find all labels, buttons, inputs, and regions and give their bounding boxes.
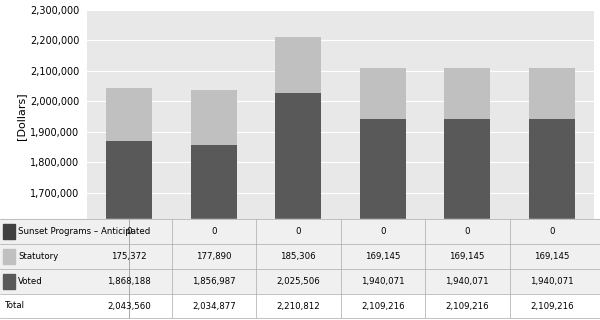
Text: 175,372: 175,372 <box>112 252 147 261</box>
Bar <box>359 68 406 119</box>
Text: 169,145: 169,145 <box>365 252 401 261</box>
Y-axis label: [Dollars]: [Dollars] <box>16 92 26 140</box>
Bar <box>275 37 322 93</box>
Text: 169,145: 169,145 <box>534 252 569 261</box>
Text: 1,856,987: 1,856,987 <box>192 277 236 286</box>
Text: 2,210,812: 2,210,812 <box>277 301 320 310</box>
Bar <box>106 141 152 320</box>
Text: 0: 0 <box>380 227 386 236</box>
Bar <box>191 91 237 145</box>
Bar <box>529 68 575 119</box>
Bar <box>444 68 490 119</box>
Text: 2,109,216: 2,109,216 <box>445 301 489 310</box>
Text: 2,034,877: 2,034,877 <box>192 301 236 310</box>
Text: 1,868,188: 1,868,188 <box>107 277 151 286</box>
Text: 185,306: 185,306 <box>280 252 316 261</box>
Bar <box>106 88 152 141</box>
Text: Statutory: Statutory <box>18 252 58 261</box>
Text: 0: 0 <box>549 227 554 236</box>
Text: 2,109,216: 2,109,216 <box>361 301 404 310</box>
Text: 2,043,560: 2,043,560 <box>107 301 151 310</box>
Text: 1,940,071: 1,940,071 <box>445 277 489 286</box>
Text: 2,025,506: 2,025,506 <box>277 277 320 286</box>
Bar <box>191 145 237 320</box>
Text: 177,890: 177,890 <box>196 252 232 261</box>
Text: 1,940,071: 1,940,071 <box>530 277 574 286</box>
Text: 0: 0 <box>127 227 132 236</box>
Text: 1,940,071: 1,940,071 <box>361 277 404 286</box>
Text: 169,145: 169,145 <box>449 252 485 261</box>
Text: 0: 0 <box>211 227 217 236</box>
Text: 0: 0 <box>296 227 301 236</box>
Text: Voted: Voted <box>18 277 43 286</box>
Bar <box>359 119 406 320</box>
Text: 2,109,216: 2,109,216 <box>530 301 574 310</box>
Text: 0: 0 <box>464 227 470 236</box>
Bar <box>275 93 322 320</box>
Bar <box>529 119 575 320</box>
Text: Total: Total <box>5 301 25 310</box>
Text: Sunset Programs – Anticipated: Sunset Programs – Anticipated <box>18 227 150 236</box>
Bar <box>444 119 490 320</box>
